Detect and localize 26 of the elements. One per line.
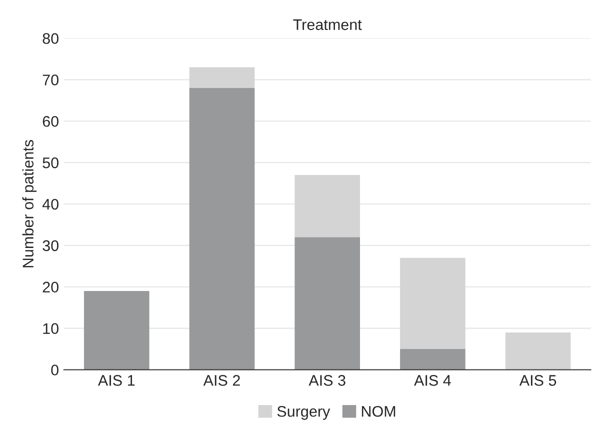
y-tick-label: 30: [42, 240, 58, 252]
y-axis-title: Number of patients: [22, 140, 37, 268]
y-tick-label: 50: [42, 157, 58, 168]
bar: [400, 349, 466, 370]
x-tick-label: AIS 2: [203, 375, 240, 386]
y-tick-label: 70: [42, 74, 58, 86]
bar: [505, 332, 571, 370]
legend-label: NOM: [362, 406, 396, 417]
chart-title: Treatment: [293, 19, 362, 30]
bar: [189, 67, 255, 88]
y-tick-label: 60: [42, 116, 58, 127]
bar: [294, 237, 360, 370]
bar: [294, 174, 360, 238]
legend-label: Surgery: [277, 406, 330, 420]
y-tick-label: 20: [42, 282, 58, 293]
x-tick-label: AIS 3: [308, 375, 346, 386]
y-tick-label: 80: [42, 33, 58, 44]
y-tick-label: 40: [42, 198, 58, 210]
bar: [400, 258, 466, 350]
y-tick-label: 0: [51, 364, 58, 376]
x-tick-label: AIS 1: [98, 375, 135, 386]
x-tick-label: AIS 5: [519, 375, 556, 386]
bar: [84, 291, 150, 370]
bar: [189, 88, 255, 370]
x-tick-label: AIS 4: [414, 375, 451, 386]
y-tick-label: 10: [43, 323, 58, 334]
